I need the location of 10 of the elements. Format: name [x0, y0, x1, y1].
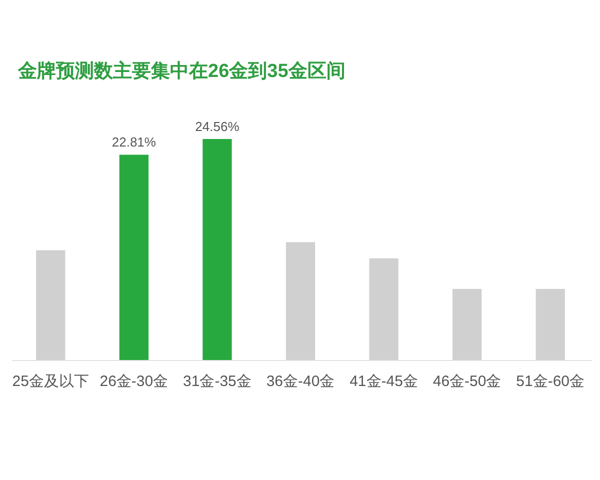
x-tick-label: 26金-30金 — [100, 373, 168, 390]
data-label: 22.81% — [112, 134, 156, 150]
data-label: 24.56% — [195, 119, 240, 134]
title: 金牌预测数主要集中在26金到35金区间 — [18, 61, 346, 82]
x-tick-label: 51金-60金 — [516, 373, 585, 390]
x-tick-label: 31金-35金 — [183, 373, 252, 390]
x-tick-label: 41金-45金 — [350, 373, 418, 390]
x-tick-label: 25金及以下 — [12, 373, 89, 390]
x-tick-label: 46金-50金 — [432, 373, 502, 390]
x-tick-label: 36金-40金 — [266, 373, 335, 390]
